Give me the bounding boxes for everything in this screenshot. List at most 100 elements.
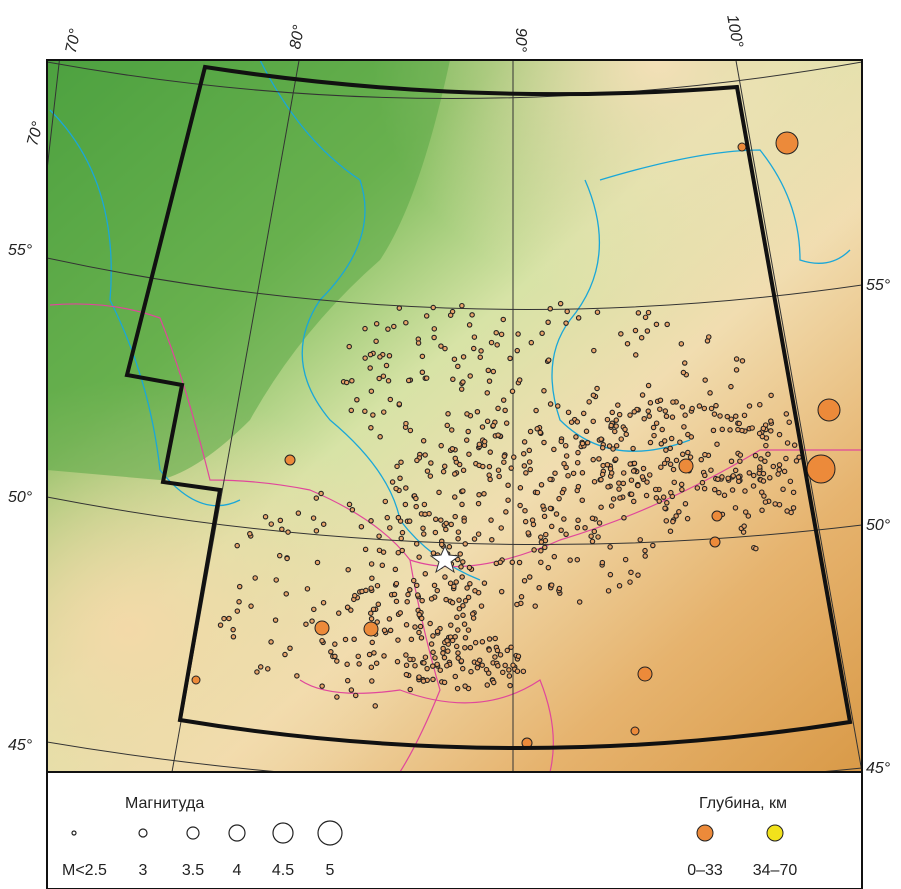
- earthquake: [621, 481, 625, 485]
- earthquake: [629, 478, 633, 482]
- earthquake: [609, 471, 613, 475]
- earthquake: [519, 595, 523, 599]
- earthquake: [544, 532, 548, 536]
- earthquake: [472, 346, 476, 350]
- earthquake: [413, 664, 417, 668]
- earthquake: [539, 560, 543, 564]
- earthquake: [671, 400, 675, 404]
- lat-label: 55°: [866, 277, 891, 294]
- lat-label: 50°: [866, 517, 891, 534]
- earthquake: [429, 461, 433, 465]
- earthquake: [660, 427, 664, 431]
- earthquake: [680, 405, 684, 409]
- earthquake: [465, 438, 469, 442]
- earthquake: [574, 435, 578, 439]
- earthquake: [654, 496, 658, 500]
- earthquake: [349, 408, 353, 412]
- earthquake: [414, 542, 418, 546]
- earthquake: [461, 355, 465, 359]
- earthquake: [479, 604, 483, 608]
- earthquake: [747, 471, 751, 475]
- earthquake: [404, 486, 408, 490]
- earthquake: [384, 363, 388, 367]
- earthquake: [528, 429, 532, 433]
- earthquake: [364, 588, 368, 592]
- earthquake: [253, 576, 257, 580]
- earthquake: [399, 536, 403, 540]
- earthquake: [638, 667, 652, 681]
- earthquake: [438, 668, 442, 672]
- earthquake: [432, 583, 436, 587]
- earthquake: [560, 490, 564, 494]
- earthquake: [444, 521, 448, 525]
- earthquake: [363, 547, 367, 551]
- earthquake: [499, 526, 503, 530]
- earthquake: [818, 399, 840, 421]
- earthquake: [439, 518, 443, 522]
- earthquake: [543, 545, 547, 549]
- earthquake: [761, 479, 765, 483]
- earthquake: [532, 548, 536, 552]
- earthquake: [768, 476, 772, 480]
- earthquake: [278, 553, 282, 557]
- earthquake: [335, 659, 339, 663]
- earthquake: [393, 567, 397, 571]
- earthquake: [688, 455, 692, 459]
- earthquake: [422, 532, 426, 536]
- earthquake: [668, 529, 672, 533]
- earthquake: [515, 602, 519, 606]
- earthquake: [448, 313, 452, 317]
- earthquake: [590, 516, 594, 520]
- earthquake: [398, 611, 402, 615]
- earthquake: [710, 537, 720, 547]
- earthquake: [418, 624, 422, 628]
- earthquake: [449, 623, 453, 627]
- earthquake: [540, 331, 544, 335]
- earthquake: [553, 471, 557, 475]
- earthquake: [580, 498, 584, 502]
- earthquake: [628, 462, 632, 466]
- earthquake: [505, 648, 509, 652]
- earthquake: [781, 487, 785, 491]
- earthquake: [370, 576, 374, 580]
- earthquake: [470, 313, 474, 317]
- earthquake: [413, 625, 417, 629]
- earthquake: [283, 652, 287, 656]
- earthquake: [394, 581, 398, 585]
- earthquake: [599, 505, 603, 509]
- earthquake: [431, 634, 435, 638]
- earthquake: [274, 578, 278, 582]
- earthquake: [382, 654, 386, 658]
- earthquake: [642, 417, 646, 421]
- legend-title: Магнитуда: [125, 795, 204, 812]
- earthquake: [443, 575, 447, 579]
- earthquake: [456, 530, 460, 534]
- earthquake: [335, 695, 339, 699]
- earthquake: [654, 322, 658, 326]
- earthquake: [600, 560, 604, 564]
- earthquake: [337, 611, 341, 615]
- earthquake: [576, 450, 580, 454]
- earthquake: [397, 402, 401, 406]
- earthquake: [381, 374, 385, 378]
- earthquake: [589, 534, 593, 538]
- earthquake: [374, 661, 378, 665]
- earthquake: [314, 496, 318, 500]
- earthquake: [392, 592, 396, 596]
- earthquake: [485, 391, 489, 395]
- earthquake: [742, 524, 746, 528]
- earthquake: [382, 628, 386, 632]
- earthquake: [320, 639, 324, 643]
- earthquake: [769, 429, 773, 433]
- earthquake: [526, 531, 530, 535]
- earthquake: [784, 412, 788, 416]
- earthquake: [441, 469, 445, 473]
- earthquake: [446, 649, 450, 653]
- earthquake: [518, 486, 522, 490]
- earthquake: [369, 617, 373, 621]
- earthquake: [539, 540, 543, 544]
- earthquake: [409, 637, 413, 641]
- earthquake: [373, 704, 377, 708]
- earthquake: [455, 644, 459, 648]
- earthquake: [664, 519, 668, 523]
